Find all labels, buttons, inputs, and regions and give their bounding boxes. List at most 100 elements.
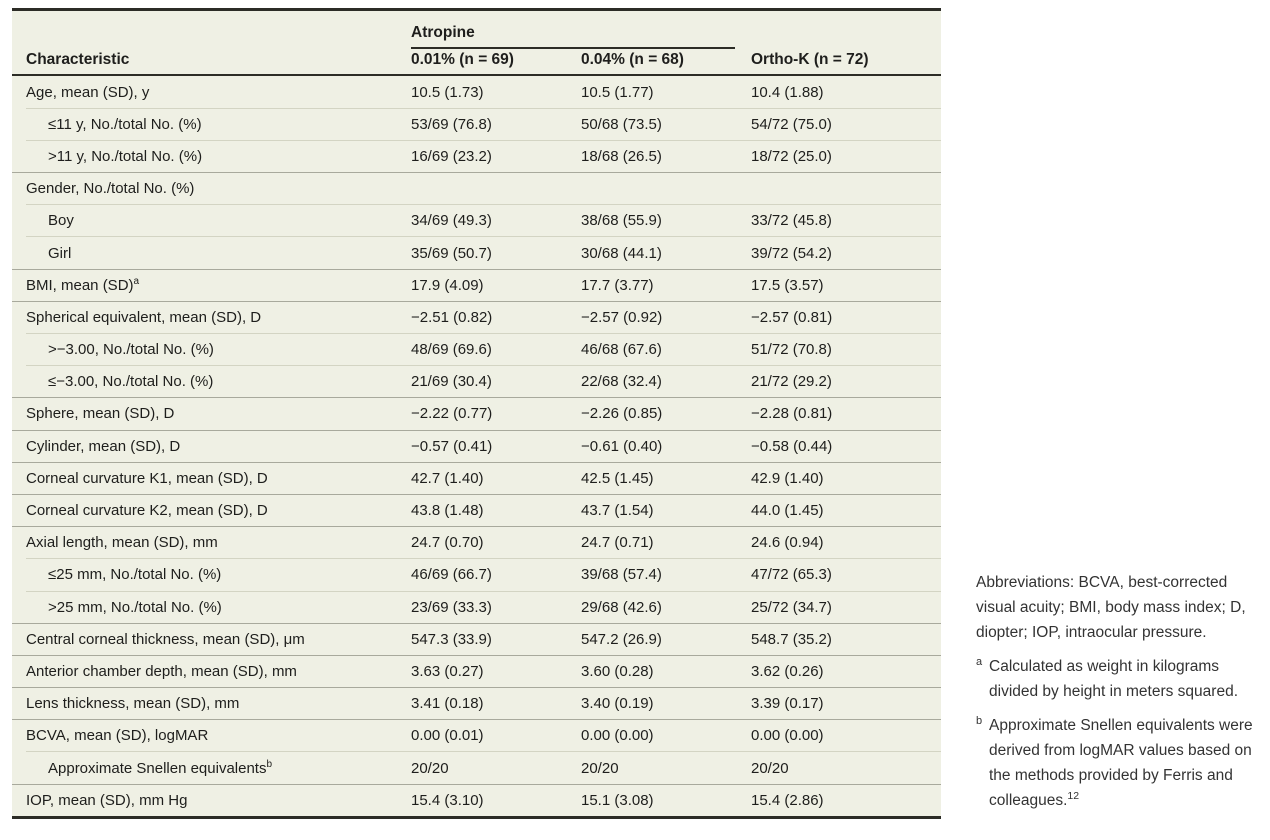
- column-header-orthok: Ortho-K (n = 72): [751, 51, 869, 68]
- column-header-characteristic: Characteristic: [26, 51, 130, 68]
- column-header-atropine-001: 0.01% (n = 69): [411, 51, 514, 68]
- cell-value: 15.4 (2.86): [751, 791, 824, 809]
- cell-value: 43.8 (1.48): [411, 502, 484, 520]
- row-label: Spherical equivalent, mean (SD), D: [26, 308, 262, 326]
- cell-value: −2.28 (0.81): [751, 405, 833, 423]
- row-label: ≤11 y, No./total No. (%): [48, 115, 202, 133]
- row-label: Anterior chamber depth, mean (SD), mm: [26, 662, 297, 680]
- cell-value: −2.57 (0.92): [581, 308, 663, 326]
- cell-value: 17.9 (4.09): [411, 276, 484, 294]
- cell-value: 24.7 (0.70): [411, 534, 484, 552]
- table-row: Spherical equivalent, mean (SD), D −2.51 …: [12, 300, 941, 333]
- cell-value: 18/68 (26.5): [581, 147, 662, 165]
- cell-value: 17.7 (3.77): [581, 276, 654, 294]
- cell-value: 34/69 (49.3): [411, 212, 492, 230]
- cell-value: 547.2 (26.9): [581, 630, 662, 648]
- cell-value: 46/69 (66.7): [411, 566, 492, 584]
- cell-value: 25/72 (34.7): [751, 598, 832, 616]
- table-row: Age, mean (SD), y 10.5 (1.73) 10.5 (1.77) 1…: [12, 76, 941, 108]
- row-label: Girl: [48, 244, 72, 262]
- table-row: Corneal curvature K2, mean (SD), D 43.8 (…: [12, 493, 941, 526]
- cell-value: 3.62 (0.26): [751, 662, 824, 680]
- cell-value: 21/69 (30.4): [411, 373, 492, 391]
- cell-value: −0.61 (0.40): [581, 437, 663, 455]
- cell-value: 0.00 (0.00): [581, 727, 654, 745]
- cell-value: −2.26 (0.85): [581, 405, 663, 423]
- cell-value: 10.5 (1.73): [411, 83, 484, 101]
- row-label: >25 mm, No./total No. (%): [48, 598, 222, 616]
- row-label: Corneal curvature K1, mean (SD), D: [26, 469, 268, 487]
- table-row: BMI, mean (SD)a 17.9 (4.09) 17.7 (3.77) 17.…: [12, 268, 941, 301]
- table-header: Atropine Characteristic 0.01% (n = 69) 0…: [12, 11, 941, 76]
- cell-value: −0.57 (0.41): [411, 437, 493, 455]
- row-label: >11 y, No./total No. (%): [48, 147, 203, 165]
- cell-value: 10.4 (1.88): [751, 83, 824, 101]
- column-header-atropine-004: 0.04% (n = 68): [581, 51, 684, 68]
- cell-value: 17.5 (3.57): [751, 276, 824, 294]
- row-label: Corneal curvature K2, mean (SD), D: [26, 502, 268, 520]
- cell-value: 16/69 (23.2): [411, 147, 492, 165]
- cell-value: 20/20: [581, 759, 619, 777]
- table-row: >11 y, No./total No. (%) 16/69 (23.2) 18/6…: [12, 139, 941, 172]
- column-group-label: Atropine: [411, 24, 735, 49]
- row-label: >−3.00, No./total No. (%): [48, 341, 214, 359]
- cell-value: −2.51 (0.82): [411, 308, 493, 326]
- cell-value: 44.0 (1.45): [751, 502, 824, 520]
- cell-value: −2.22 (0.77): [411, 405, 493, 423]
- table-row: Axial length, mean (SD), mm 24.7 (0.70) 24…: [12, 526, 941, 559]
- column-group-atropine: Atropine: [411, 24, 751, 49]
- table-row: Corneal curvature K1, mean (SD), D 42.7 (…: [12, 461, 941, 494]
- table-row: Sphere, mean (SD), D −2.22 (0.77) −2.26 (0…: [12, 397, 941, 430]
- table-row: BCVA, mean (SD), logMAR 0.00 (0.01) 0.00 (…: [12, 719, 941, 752]
- row-label: BCVA, mean (SD), logMAR: [26, 727, 209, 745]
- table-row: Approximate Snellen equivalentsb 20/20 20/…: [12, 751, 941, 784]
- footnote-marker: b: [266, 758, 273, 770]
- table-row: >25 mm, No./total No. (%) 23/69 (33.3) 29/…: [12, 590, 941, 623]
- cell-value: 23/69 (33.3): [411, 598, 492, 616]
- cell-value: 54/72 (75.0): [751, 115, 832, 133]
- abbreviations-note: Abbreviations: BCVA, best-corrected visu…: [976, 574, 1246, 641]
- table-row: Anterior chamber depth, mean (SD), mm 3.6…: [12, 654, 941, 687]
- cell-value: 15.1 (3.08): [581, 791, 654, 809]
- cell-value: 30/68 (44.1): [581, 244, 662, 262]
- cell-value: 3.41 (0.18): [411, 695, 484, 713]
- cell-value: 50/68 (73.5): [581, 115, 662, 133]
- cell-value: 53/69 (76.8): [411, 115, 492, 133]
- cell-value: 42.7 (1.40): [411, 469, 484, 487]
- table-row: ≤11 y, No./total No. (%) 53/69 (76.8) 50/6…: [12, 107, 941, 140]
- footnote-marker: a: [976, 656, 983, 668]
- cell-value: 51/72 (70.8): [751, 341, 832, 359]
- footnote-marker: b: [976, 715, 983, 727]
- row-label: Sphere, mean (SD), D: [26, 405, 175, 423]
- cell-value: 46/68 (67.6): [581, 341, 662, 359]
- row-label: Axial length, mean (SD), mm: [26, 534, 218, 552]
- header-columns-row: Characteristic 0.01% (n = 69) 0.04% (n =…: [12, 49, 941, 74]
- table-row: ≤−3.00, No./total No. (%) 21/69 (30.4) 22/…: [12, 365, 941, 398]
- row-label: Boy: [48, 212, 74, 230]
- table-row: Gender, No./total No. (%): [12, 172, 941, 205]
- cell-value: 15.4 (3.10): [411, 791, 484, 809]
- cell-value: 48/69 (69.6): [411, 341, 492, 359]
- footnotes: a Calculated as weight in kilograms divid…: [976, 654, 1270, 813]
- row-label: ≤−3.00, No./total No. (%): [48, 373, 214, 391]
- table-notes: Abbreviations: BCVA, best-corrected visu…: [976, 570, 1270, 822]
- table-row: IOP, mean (SD), mm Hg 15.4 (3.10) 15.1 (3.…: [12, 783, 941, 816]
- row-label: ≤25 mm, No./total No. (%): [48, 566, 222, 584]
- table-row: >−3.00, No./total No. (%) 48/69 (69.6) 46/…: [12, 332, 941, 366]
- cell-value: 548.7 (35.2): [751, 630, 832, 648]
- cell-value: 20/20: [751, 759, 789, 777]
- table-row: Boy 34/69 (49.3) 38/68 (55.9) 33/72 (45.8): [12, 204, 941, 237]
- footnote-marker: a: [133, 275, 140, 287]
- cell-value: 18/72 (25.0): [751, 147, 832, 165]
- cell-value: 42.9 (1.40): [751, 469, 824, 487]
- cell-value: 21/72 (29.2): [751, 373, 832, 391]
- cell-value: 29/68 (42.6): [581, 598, 662, 616]
- cell-value: 24.6 (0.94): [751, 534, 824, 552]
- row-label: Age, mean (SD), y: [26, 83, 150, 101]
- row-label: Cylinder, mean (SD), D: [26, 437, 181, 455]
- row-label: IOP, mean (SD), mm Hg: [26, 791, 188, 809]
- cell-value: 22/68 (32.4): [581, 373, 662, 391]
- row-label: Approximate Snellen equivalentsb: [48, 758, 273, 777]
- table-row: Girl 35/69 (50.7) 30/68 (44.1) 39/72 (54.2): [12, 236, 941, 269]
- cell-value: 0.00 (0.00): [751, 727, 824, 745]
